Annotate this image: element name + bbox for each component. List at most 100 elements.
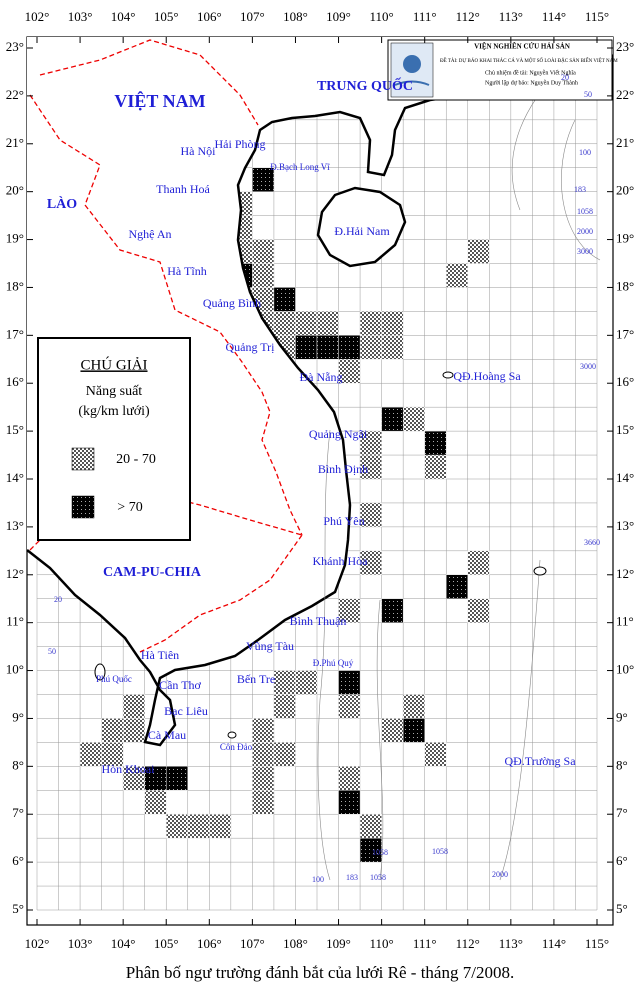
catch-cell [381, 335, 404, 360]
catch-cell [359, 502, 382, 528]
catch-cell [359, 335, 382, 360]
legend-unit: (kg/km lưới) [78, 404, 150, 419]
lat-label: 17° [616, 326, 634, 341]
catch-cell [144, 790, 167, 815]
lon-label: 107° [240, 9, 265, 24]
legend-label: 20 - 70 [116, 452, 156, 467]
lat-label: 20° [6, 183, 24, 198]
depth-label: 50 [584, 90, 592, 99]
legend-swatch [71, 447, 95, 471]
catch-cell [381, 718, 404, 743]
lon-label: 106° [197, 936, 222, 951]
lat-label: 17° [6, 326, 24, 341]
lat-label: 5° [616, 901, 628, 916]
catch-cell [273, 311, 296, 336]
catch-cell [467, 550, 490, 575]
lat-label: 13° [6, 518, 24, 533]
lon-label: 103° [68, 936, 93, 951]
place-label: Đ.Phú Quý [313, 658, 354, 668]
catch-cell [338, 335, 361, 360]
place-label: Phú Quốc [96, 674, 132, 684]
place-label: Thanh Hoá [156, 182, 210, 196]
lat-label: 19° [616, 231, 634, 246]
catch-cell [166, 814, 188, 839]
lat-label: 5° [12, 901, 24, 916]
place-label: Bến Tre [237, 672, 275, 686]
place-label: Đà Nẵng [300, 370, 343, 384]
lat-label: 6° [12, 853, 24, 868]
catch-cell [467, 598, 490, 623]
catch-cell [402, 694, 425, 719]
catch-cell [424, 430, 447, 456]
place-label: Phú Yên [323, 514, 364, 528]
catch-cell [101, 718, 124, 743]
lon-label: 115° [585, 9, 609, 24]
catch-cell [338, 598, 361, 623]
catch-cell [209, 814, 232, 839]
lon-label: 102° [25, 936, 50, 951]
place-label: Nghệ An [129, 227, 172, 241]
logo-mark [403, 55, 421, 73]
lat-label: 11° [616, 614, 634, 629]
place-label: Quảng Trị [225, 340, 275, 354]
lon-label: 108° [283, 936, 308, 951]
island [94, 663, 106, 681]
lon-label: 108° [283, 9, 308, 24]
lat-label: 18° [616, 278, 634, 293]
lat-label: 6° [616, 853, 628, 868]
header-box: VIỆN NGHIÊN CỨU HẢI SẢN ĐỀ TÀI: DỰ BÁO K… [387, 39, 618, 101]
place-label: QĐ.Hoàng Sa [453, 369, 521, 383]
lon-label: 110° [370, 9, 394, 24]
lat-label: 12° [616, 566, 634, 581]
lat-label: 11° [6, 614, 24, 629]
catch-cell [359, 550, 382, 575]
place-label: Hà Nội [181, 144, 217, 158]
cells [79, 167, 490, 863]
lat-label: 16° [616, 374, 634, 389]
place-label: Hải Phòng [215, 137, 266, 151]
land [27, 37, 613, 745]
lon-label: 105° [154, 9, 179, 24]
legend-label: > 70 [117, 500, 142, 515]
catch-cell [359, 837, 382, 863]
lon-label: 109° [326, 9, 351, 24]
catch-cell [446, 574, 468, 599]
catch-cell [166, 766, 188, 791]
project: ĐỀ TÀI: DỰ BÁO KHAI THÁC CÁ VÀ MỘT SỐ LO… [440, 58, 618, 64]
catch-cell [402, 406, 425, 432]
lat-label: 10° [616, 662, 634, 677]
lon-label: 113° [499, 9, 523, 24]
place-label: Cần Thơ [159, 678, 201, 692]
depth-label: 3000 [577, 247, 593, 256]
lat-label: 16° [6, 374, 24, 389]
catch-cell [295, 335, 318, 360]
logo-wave [394, 80, 430, 86]
lat-label: 7° [12, 805, 24, 820]
depth-label: 1058 [577, 207, 593, 216]
catch-cell [338, 766, 361, 791]
catch-cell [252, 718, 275, 743]
depth-label: 100 [579, 148, 591, 157]
legend-swatch [71, 495, 95, 519]
place-label: Quảng Ngãi [309, 427, 368, 441]
catch-cell [359, 814, 382, 839]
catch-cell [359, 311, 382, 336]
catch-cell [381, 598, 404, 623]
lon-label: 110° [370, 936, 394, 951]
catch-cell [252, 167, 275, 192]
catch-cell [252, 790, 275, 815]
place-label: Hòn Khoai [102, 762, 156, 776]
depth-label: 3660 [584, 538, 600, 547]
lat-label: 21° [6, 135, 24, 150]
place-label: Bình Thuận [290, 614, 347, 628]
catch-cell [295, 670, 318, 695]
place-label: Bình Định [318, 462, 368, 476]
catch-cell [338, 670, 361, 695]
lat-label: 21° [616, 135, 634, 150]
catch-cell [122, 694, 145, 719]
lat-label: 13° [616, 518, 634, 533]
lead: Chủ nhiệm đề tài: Nguyễn Viết Nghĩa [485, 69, 576, 76]
catch-cell [252, 263, 275, 288]
depth-label: 1058 [370, 873, 386, 882]
